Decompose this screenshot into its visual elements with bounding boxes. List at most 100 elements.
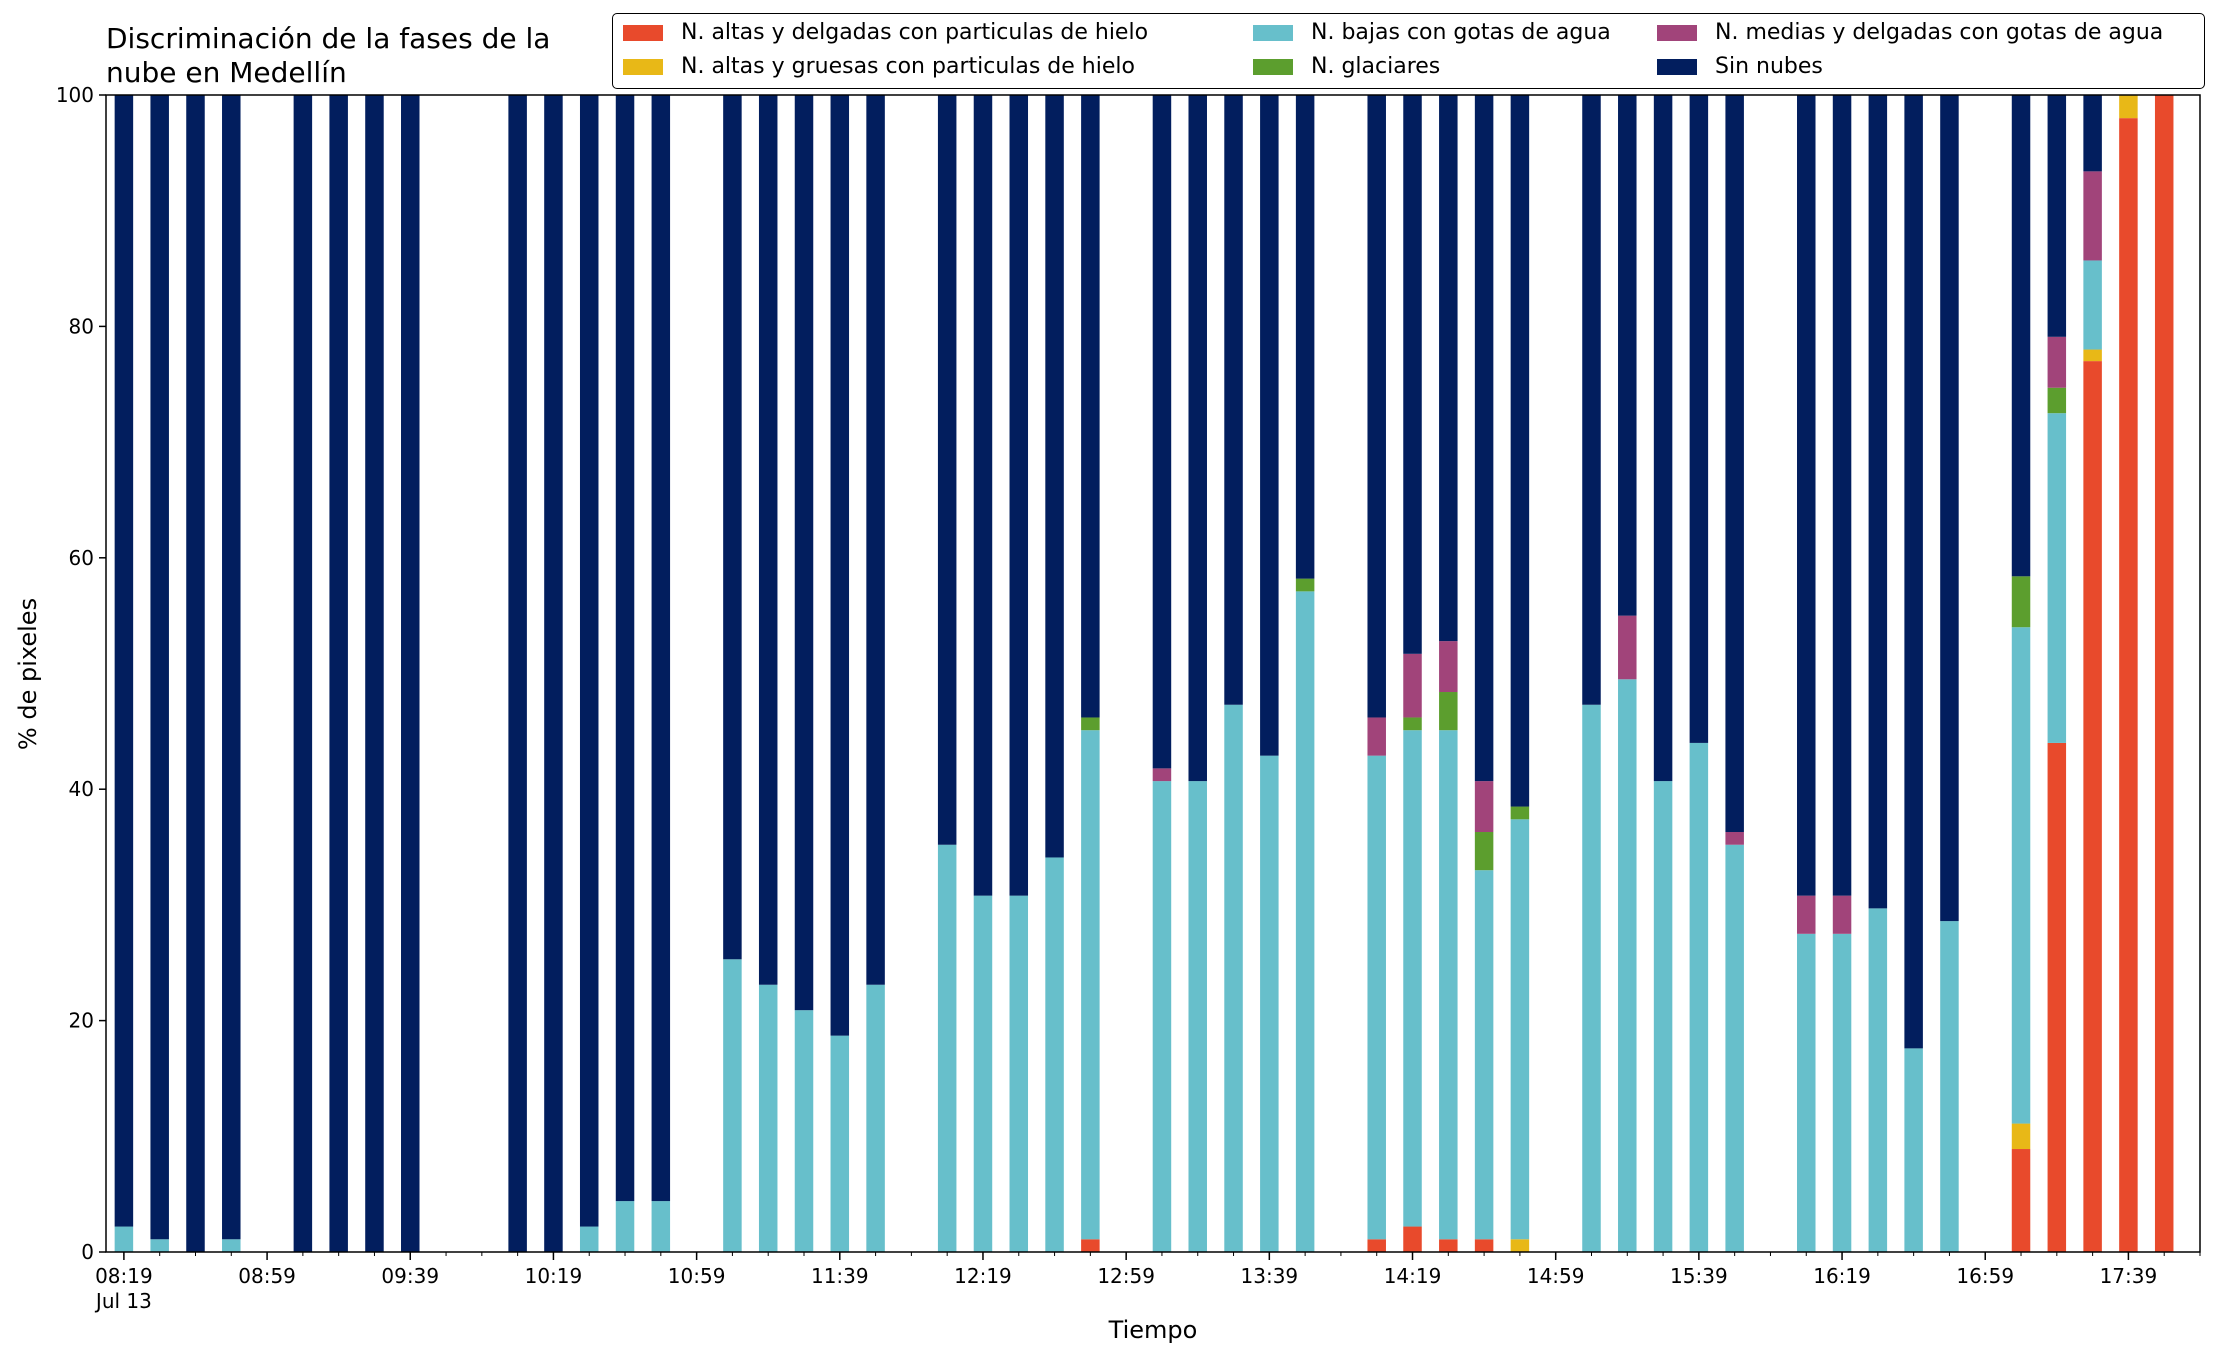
bar-segment-2-1529 [1653,781,1673,1252]
x-tick-label-0859: 08:59 [238,1264,296,1288]
bar-segment-1-1739 [2119,95,2138,119]
legend-swatch-glaciares [1253,58,1293,75]
bar-segment-4-1619 [1832,895,1852,934]
legend-swatch-altas-gruesas [623,58,663,75]
legend-item-altas-delgadas: N. altas y delgadas con particulas de hi… [623,20,1148,45]
bar-segment-2-1319 [1188,781,1207,1252]
bar-segment-5-1019 [544,95,563,1252]
bar-segment-4-1419 [1403,653,1422,718]
bar-segment-0-1719 [2047,742,2067,1252]
bar-segment-2-1039 [615,1201,635,1252]
bar-segment-2-1619 [1832,933,1852,1252]
bar-segment-5-1049 [651,95,671,1202]
bar-segment-2-1249 [1081,730,1100,1240]
chart-legend: N. altas y delgadas con particulas de hi… [612,13,2205,89]
bar-segment-5-0909 [293,95,313,1252]
bar-segment-0-1709 [2011,1149,2031,1252]
bar-segment-2-1029 [579,1226,599,1252]
bar-segment-2-0849 [222,1239,241,1252]
bar-segment-2-1639 [1904,1048,1923,1252]
bar-segment-2-1549 [1725,844,1744,1252]
bar-segment-0-1739 [2119,118,2138,1252]
x-tick-label-1019: 10:19 [525,1264,583,1288]
legend-item-altas-gruesas: N. altas y gruesas con particulas de hie… [623,54,1135,79]
bar-segment-2-1719 [2047,413,2067,743]
y-tick-label-40: 40 [69,777,94,801]
x-tick-label-1659: 16:59 [1956,1264,2014,1288]
bar-segment-4-1309 [1152,768,1172,782]
legend-label-bajas: N. bajas con gotas de agua [1311,20,1611,45]
bar-segment-2-1709 [2011,627,2031,1124]
bar-segment-0-1429 [1439,1239,1458,1252]
bar-segment-0-1729 [2083,361,2102,1252]
legend-label-medias: N. medias y delgadas con gotas de agua [1715,20,2164,45]
bar-segment-5-1429 [1439,95,1458,642]
bar-segment-0-1749 [2154,95,2174,1252]
bar-segment-5-1209 [937,95,957,845]
bar-segment-5-1539 [1689,95,1709,743]
x-tick-label-1219: 12:19 [954,1264,1012,1288]
legend-swatch-sin-nubes [1657,58,1697,75]
bar-segment-0-1409 [1367,1239,1386,1252]
bar-segment-2-0829 [150,1239,169,1252]
bar-segment-5-1239 [1045,95,1064,858]
bar-segment-5-1619 [1832,95,1852,896]
bar-segment-5-1139 [830,95,850,1036]
x-tick-label-1419: 14:19 [1384,1264,1442,1288]
bar-segment-2-1449 [1510,819,1530,1240]
x-tick-label-1259: 12:59 [1097,1264,1155,1288]
y-tick-label-60: 60 [69,546,94,570]
bar-segment-1-1729 [2083,349,2102,362]
y-tick-label-0: 0 [81,1240,94,1264]
bar-segment-0-1439 [1474,1239,1494,1252]
x-tick-label-1339: 13:39 [1241,1264,1299,1288]
bar-segment-3-1719 [2047,387,2067,414]
bar-segment-3-1349 [1295,578,1315,592]
bar-segment-2-1409 [1367,755,1386,1240]
x-tick-label-1739: 17:39 [2100,1264,2158,1288]
bar-segment-5-1339 [1260,95,1279,756]
bar-segment-5-1509 [1582,95,1601,705]
bar-segment-5-1129 [794,95,814,1011]
bar-segment-5-1519 [1618,95,1637,616]
bar-segment-2-1649 [1940,921,1959,1252]
x-tick-label-1059: 10:59 [668,1264,726,1288]
bar-segment-5-1449 [1510,95,1530,807]
y-tick-label-20: 20 [69,1009,94,1033]
bar-segment-4-1609 [1797,895,1816,934]
x-tick-label-0939: 09:39 [381,1264,439,1288]
bar-segment-5-1729 [2083,95,2102,172]
bar-segment-5-1009 [508,95,527,1252]
bar-segment-2-1339 [1260,755,1279,1252]
bar-segment-2-1609 [1797,933,1816,1252]
x-tick-label-1459: 14:59 [1527,1264,1585,1288]
bar-segment-4-1549 [1725,832,1744,845]
bar-segment-2-1049 [651,1201,671,1252]
y-tick-label-80: 80 [69,314,94,338]
bar-segment-2-1629 [1868,908,1888,1252]
bar-segment-5-0939 [401,95,420,1252]
legend-item-sin-nubes: Sin nubes [1657,54,1823,79]
legend-item-glaciares: N. glaciares [1253,54,1440,79]
legend-label-altas-delgadas: N. altas y delgadas con particulas de hi… [681,20,1149,45]
bar-segment-4-1719 [2047,336,2067,388]
bar-segment-1-1449 [1510,1239,1530,1252]
bar-segment-3-1249 [1081,717,1100,731]
legend-label-altas-gruesas: N. altas y gruesas con particulas de hie… [681,54,1135,79]
bar-segment-5-1629 [1868,95,1888,909]
bar-segment-5-1109 [723,95,742,960]
bar-segment-2-1439 [1474,870,1494,1240]
bars-layer [114,95,2174,1252]
bar-segment-5-0919 [329,95,348,1252]
bar-segment-2-1109 [723,959,742,1252]
bar-segment-5-1309 [1152,95,1172,769]
bar-segment-3-1429 [1439,692,1458,731]
bar-segment-0-1249 [1081,1239,1100,1252]
bar-segment-2-1129 [794,1010,814,1252]
bar-segment-5-1609 [1797,95,1816,896]
bar-segment-5-1219 [973,95,993,896]
bar-segment-4-1729 [2083,171,2102,261]
legend-item-medias: N. medias y delgadas con gotas de agua [1657,20,2163,45]
x-tick-label-0819: 08:19 [95,1264,153,1288]
